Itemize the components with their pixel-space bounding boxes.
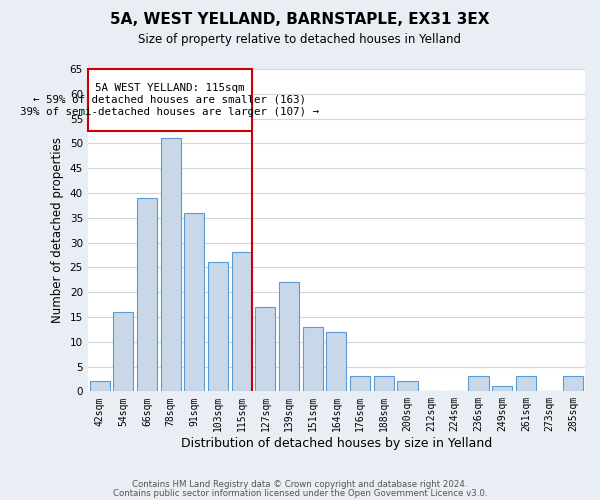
- Bar: [492, 386, 512, 392]
- Bar: [184, 213, 205, 392]
- Bar: [469, 376, 488, 392]
- Text: Size of property relative to detached houses in Yelland: Size of property relative to detached ho…: [139, 32, 461, 46]
- Bar: [516, 376, 536, 392]
- Bar: [88, 69, 252, 131]
- Text: 5A, WEST YELLAND, BARNSTAPLE, EX31 3EX: 5A, WEST YELLAND, BARNSTAPLE, EX31 3EX: [110, 12, 490, 28]
- Bar: [374, 376, 394, 392]
- Bar: [256, 307, 275, 392]
- Bar: [302, 327, 323, 392]
- Bar: [232, 252, 252, 392]
- Bar: [279, 282, 299, 392]
- Text: 5A WEST YELLAND: 115sqm
← 59% of detached houses are smaller (163)
39% of semi-d: 5A WEST YELLAND: 115sqm ← 59% of detache…: [20, 84, 319, 116]
- Text: Contains HM Land Registry data © Crown copyright and database right 2024.: Contains HM Land Registry data © Crown c…: [132, 480, 468, 489]
- Bar: [326, 332, 346, 392]
- Bar: [89, 382, 110, 392]
- X-axis label: Distribution of detached houses by size in Yelland: Distribution of detached houses by size …: [181, 437, 492, 450]
- Bar: [137, 198, 157, 392]
- Bar: [350, 376, 370, 392]
- Bar: [397, 382, 418, 392]
- Text: Contains public sector information licensed under the Open Government Licence v3: Contains public sector information licen…: [113, 488, 487, 498]
- Bar: [563, 376, 583, 392]
- Bar: [161, 138, 181, 392]
- Bar: [208, 262, 228, 392]
- Bar: [113, 312, 133, 392]
- Y-axis label: Number of detached properties: Number of detached properties: [51, 137, 64, 323]
